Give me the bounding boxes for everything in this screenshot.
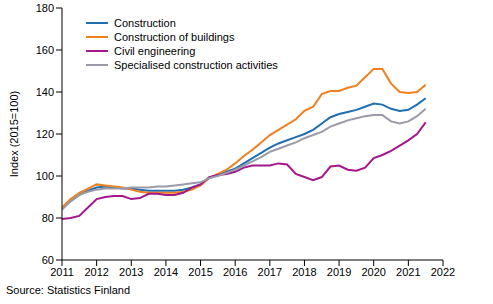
- html-text:Civil engineering: Civil engineering: [114, 45, 196, 57]
- html-text:Specialised construction activ: Specialised construction activities: [114, 59, 278, 71]
- svg-text:160: 160: [36, 44, 54, 56]
- html-text:Construction of buildings: Construction of buildings: [114, 31, 235, 43]
- svg-text:2016: 2016: [223, 266, 247, 278]
- svg-text:2019: 2019: [327, 266, 351, 278]
- svg-text:Index (2015=100): Index (2015=100): [8, 91, 20, 178]
- svg-text:2022: 2022: [431, 266, 455, 278]
- html-text:Source: Statistics Finland: Source: Statistics Finland: [6, 284, 131, 296]
- svg-text:2021: 2021: [396, 266, 420, 278]
- svg-text:2020: 2020: [361, 266, 385, 278]
- svg-text:2012: 2012: [84, 266, 108, 278]
- svg-text:2015: 2015: [188, 266, 212, 278]
- svg-text:2014: 2014: [154, 266, 178, 278]
- svg-text:60: 60: [42, 254, 54, 266]
- svg-text:120: 120: [36, 128, 54, 140]
- svg-text:180: 180: [36, 2, 54, 14]
- svg-text:2017: 2017: [258, 266, 282, 278]
- svg-text:140: 140: [36, 86, 54, 98]
- svg-text:2011: 2011: [50, 266, 74, 278]
- svg-text:80: 80: [42, 212, 54, 224]
- svg-text:2018: 2018: [292, 266, 316, 278]
- html-text:Construction: Construction: [114, 17, 176, 29]
- svg-text:100: 100: [36, 170, 54, 182]
- svg-text:2013: 2013: [119, 266, 143, 278]
